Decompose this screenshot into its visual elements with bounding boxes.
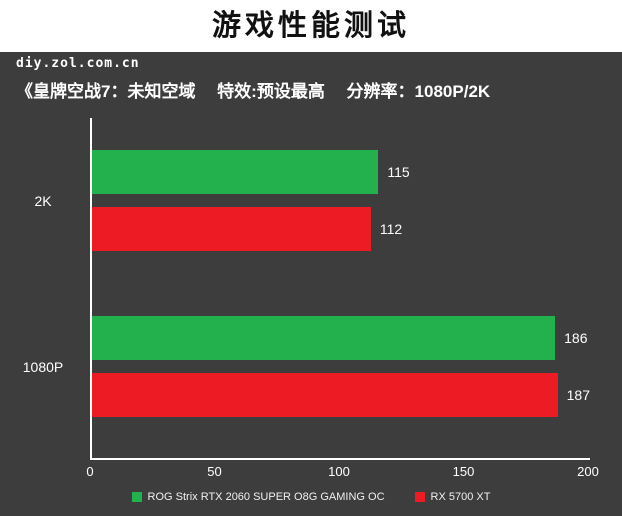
bar-chart-plot-area: 115 112 186 187 bbox=[90, 118, 590, 460]
legend-swatch-icon bbox=[414, 492, 425, 502]
bar-group-1080P: 186 187 bbox=[92, 316, 590, 430]
x-axis-ticks: 0 50 100 150 200 bbox=[86, 464, 598, 480]
y-axis-label-2K: 2K bbox=[34, 193, 52, 209]
bar-2K-series1 bbox=[92, 207, 371, 251]
x-axis-tick-50: 50 bbox=[207, 464, 222, 479]
x-axis-tick-200: 200 bbox=[577, 464, 599, 479]
page-title: 游戏性能测试 bbox=[0, 0, 622, 52]
bar-group-2K: 115 112 bbox=[92, 150, 590, 264]
legend-swatch-icon bbox=[131, 492, 142, 502]
legend-item: RX 5700 XT bbox=[414, 491, 491, 503]
bar-value: 115 bbox=[387, 164, 410, 180]
watermark: diy.zol.com.cn bbox=[16, 56, 140, 71]
bar-2K-series0 bbox=[92, 150, 379, 194]
bar-value: 112 bbox=[379, 221, 403, 237]
bar-row: 112 bbox=[92, 207, 590, 251]
chart-subtitle: 《皇牌空战7：未知空域 特效:预设最高 分辨率：1080P/2K bbox=[16, 82, 491, 101]
legend-label: RX 5700 XT bbox=[430, 491, 491, 503]
x-axis-tick-0: 0 bbox=[86, 464, 94, 479]
legend-label: ROG Strix RTX 2060 SUPER O8G GAMING OC bbox=[147, 491, 385, 503]
bar-row: 115 bbox=[92, 150, 590, 194]
bar-1080P-series1 bbox=[92, 373, 558, 417]
bar-1080P-series0 bbox=[92, 316, 556, 360]
bar-value: 186 bbox=[564, 330, 588, 346]
bar-row: 187 bbox=[92, 373, 590, 417]
bar-row: 186 bbox=[92, 316, 590, 360]
legend-item: ROG Strix RTX 2060 SUPER O8G GAMING OC bbox=[131, 491, 385, 503]
y-axis-label-1080P: 1080P bbox=[22, 359, 64, 375]
x-axis-tick-100: 100 bbox=[328, 464, 350, 479]
x-axis-tick-150: 150 bbox=[452, 464, 475, 479]
chart-legend: ROG Strix RTX 2060 SUPER O8G GAMING OC RX… bbox=[0, 491, 622, 503]
bar-value: 187 bbox=[566, 387, 590, 403]
